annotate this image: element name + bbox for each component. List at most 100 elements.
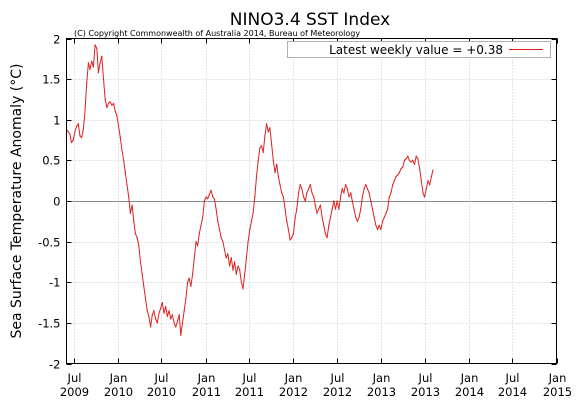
data-point <box>106 107 108 109</box>
series-segment <box>123 159 126 174</box>
series-segment <box>287 228 291 241</box>
data-point <box>400 167 402 170</box>
series-segment <box>269 127 273 145</box>
grid <box>66 38 557 364</box>
data-point <box>173 322 175 324</box>
data-point <box>308 188 310 190</box>
data-point <box>294 216 296 218</box>
series-segment <box>385 208 389 214</box>
data-point <box>368 192 370 194</box>
series-segment <box>262 135 266 153</box>
series-segment <box>161 302 165 314</box>
data-point <box>271 143 273 145</box>
series-segment <box>156 312 160 324</box>
data-point <box>175 326 177 328</box>
series-segment <box>245 241 249 259</box>
series-segment <box>126 184 130 198</box>
data-point <box>366 188 369 190</box>
data-point <box>417 158 419 160</box>
data-point <box>156 322 158 324</box>
x-tick-month: Jan <box>372 371 391 385</box>
series-segment <box>390 184 394 194</box>
data-point <box>146 310 148 312</box>
series-segment <box>203 196 207 202</box>
series-segment <box>224 249 227 259</box>
data-point <box>166 315 168 317</box>
data-point <box>247 241 249 243</box>
data-point <box>279 184 281 186</box>
data-point <box>230 257 232 259</box>
data-point <box>111 104 113 106</box>
series-segment <box>311 192 315 198</box>
y-tick-label: -1 <box>49 276 60 290</box>
series-segment <box>153 310 157 320</box>
series-segment <box>237 265 241 271</box>
data-point <box>343 192 345 194</box>
series-segment <box>430 169 434 178</box>
data-point <box>237 265 239 267</box>
data-point <box>212 196 214 198</box>
y-tick-label: 0.5 <box>42 154 60 168</box>
series-segment <box>121 150 125 161</box>
series-layer <box>65 44 434 336</box>
data-point <box>284 208 286 210</box>
data-point <box>222 241 224 243</box>
data-point <box>220 237 222 239</box>
data-point <box>129 212 131 214</box>
x-tick-month: Jul <box>154 371 169 385</box>
data-point <box>385 212 387 214</box>
x-tick-month: Jul <box>242 371 257 385</box>
series-segment <box>146 310 150 317</box>
series-segment <box>215 208 219 222</box>
data-point <box>340 196 342 198</box>
series-segment <box>323 224 326 234</box>
series-segment <box>282 196 286 210</box>
series-segment <box>234 261 237 275</box>
series-segment <box>429 176 432 186</box>
series-segment <box>180 322 183 336</box>
x-tick-year: 2011 <box>192 385 221 399</box>
data-point <box>277 176 279 178</box>
data-point <box>76 125 78 127</box>
series-segment <box>335 200 338 210</box>
series-segment <box>388 192 392 198</box>
series-segment <box>124 172 128 186</box>
data-point <box>297 192 300 194</box>
series-segment <box>393 176 397 182</box>
data-point <box>303 196 305 198</box>
series-segment <box>94 44 98 49</box>
series-segment <box>138 245 141 263</box>
data-point <box>229 265 231 267</box>
data-point <box>387 208 389 210</box>
data-point <box>213 198 216 200</box>
x-tick-year: 2010 <box>104 385 133 399</box>
series-segment <box>382 216 385 222</box>
series-segment <box>82 111 86 130</box>
copyright-notice: (C) Copyright Commonwealth of Australia … <box>74 29 360 38</box>
data-point <box>360 208 362 210</box>
series-segment <box>192 257 195 275</box>
data-point <box>234 261 236 263</box>
data-point <box>136 237 138 239</box>
data-point <box>314 204 316 206</box>
data-point <box>215 208 217 210</box>
y-tick-label: 1.5 <box>42 73 60 87</box>
data-point <box>84 111 86 113</box>
series-segment <box>239 269 242 283</box>
data-point <box>410 161 412 163</box>
data-point <box>192 273 194 275</box>
data-point <box>390 192 392 194</box>
x-tick-month: Jan <box>460 371 479 385</box>
series-segment <box>407 155 410 161</box>
data-point <box>225 257 227 259</box>
data-point <box>257 159 259 161</box>
data-point <box>91 60 93 62</box>
data-point <box>254 196 256 198</box>
series-segment <box>136 237 140 247</box>
data-point <box>131 204 133 206</box>
series-segment <box>217 220 220 230</box>
legend: Latest weekly value = +0.38 <box>287 41 551 58</box>
data-point <box>424 196 426 198</box>
x-tick-month: Jan <box>284 371 303 385</box>
data-point <box>161 302 163 304</box>
